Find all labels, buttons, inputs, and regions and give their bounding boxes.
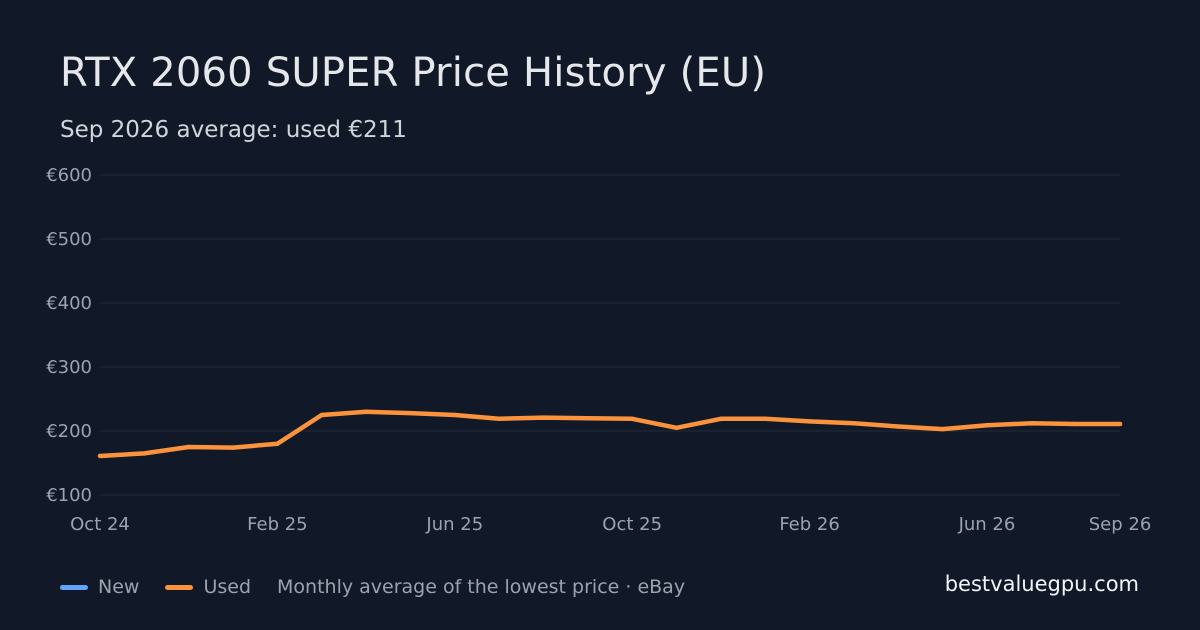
data-point-used[interactable]: [496, 416, 502, 422]
data-point-used[interactable]: [718, 416, 724, 422]
legend-item-new[interactable]: New: [60, 576, 139, 598]
data-point-used[interactable]: [1073, 421, 1078, 427]
data-point-used[interactable]: [230, 445, 236, 450]
x-tick-label: Oct 25: [602, 514, 662, 535]
chart-subtitle: Sep 2026 average: used €211: [60, 117, 407, 143]
data-point-used[interactable]: [629, 416, 635, 422]
y-tick-label: €200: [46, 421, 92, 442]
data-point-used[interactable]: [585, 416, 591, 421]
data-point-used[interactable]: [541, 415, 546, 420]
data-point-used[interactable]: [1117, 421, 1123, 427]
y-tick-label: €400: [46, 293, 92, 314]
data-point-used[interactable]: [408, 410, 413, 416]
data-point-used[interactable]: [97, 453, 103, 459]
data-point-used[interactable]: [275, 441, 280, 446]
data-point-used[interactable]: [363, 409, 369, 414]
data-point-used[interactable]: [984, 423, 990, 428]
data-point-used[interactable]: [1029, 421, 1034, 426]
legend: New Used Monthly average of the lowest p…: [60, 574, 685, 600]
y-tick-label: €100: [46, 485, 92, 506]
data-point-used[interactable]: [940, 426, 945, 432]
x-tick-label: Feb 26: [779, 514, 840, 535]
x-tick-label: Sep 26: [1089, 514, 1152, 535]
data-point-used[interactable]: [674, 425, 679, 430]
data-point-used[interactable]: [319, 412, 324, 418]
x-tick-label: Jun 26: [958, 514, 1016, 535]
data-point-used[interactable]: [896, 424, 901, 429]
legend-swatch-new: [60, 584, 88, 590]
x-tick-label: Oct 24: [70, 514, 130, 535]
y-tick-label: €600: [46, 165, 92, 186]
data-point-used[interactable]: [763, 416, 768, 422]
legend-label-new: New: [98, 576, 140, 598]
legend-item-used[interactable]: Used: [165, 576, 251, 598]
x-tick-label: Jun 25: [425, 514, 483, 535]
y-tick-label: €300: [46, 357, 92, 378]
legend-label-used: Used: [203, 576, 252, 598]
data-point-used[interactable]: [807, 419, 812, 424]
chart-title: RTX 2060 SUPER Price History (EU): [60, 50, 767, 96]
series-line-used[interactable]: [97, 409, 1123, 459]
data-point-used[interactable]: [851, 421, 857, 426]
data-point-used[interactable]: [142, 451, 147, 456]
x-tick-label: Feb 25: [247, 514, 308, 535]
brand-label[interactable]: bestvaluegpu.com: [944, 572, 1139, 596]
legend-swatch-used: [165, 584, 194, 590]
legend-note: Monthly average of the lowest price · eB…: [277, 576, 686, 598]
data-point-used[interactable]: [186, 444, 191, 450]
y-tick-label: €500: [46, 229, 92, 250]
data-point-used[interactable]: [452, 412, 457, 418]
